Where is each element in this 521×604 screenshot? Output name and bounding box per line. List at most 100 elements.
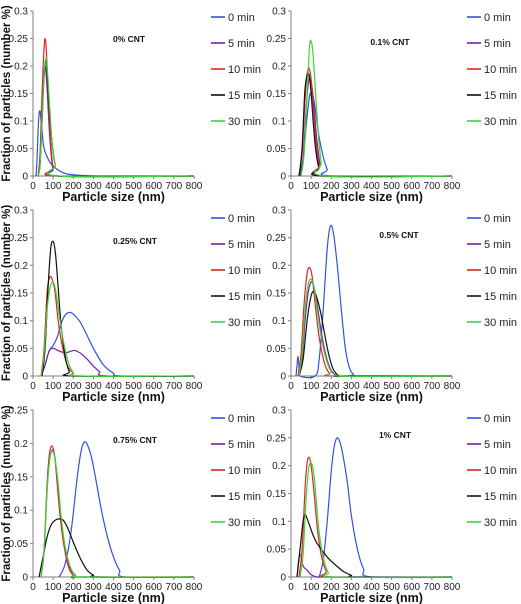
y-tick-label: 0.05: [267, 144, 287, 155]
x-tick-label: 500: [383, 582, 400, 593]
x-tick-label: 500: [125, 181, 142, 192]
legend-label: 10 min: [484, 64, 517, 76]
x-axis-label: Particle size (nm): [320, 190, 423, 204]
y-axis-label: Fraction of particles (number %): [1, 205, 13, 382]
chart-panel-1: 0 100 200 300 400 500 600 700 800 0 0.05 0.1 0.15 0.2…: [1, 5, 261, 204]
y-tick-label: 0: [280, 372, 286, 383]
panel-title: 0.75% CNT: [113, 435, 158, 445]
x-tick-label: 300: [85, 181, 102, 192]
y-tick-label: 0.05: [267, 545, 287, 556]
y-tick-label: 0.15: [9, 89, 29, 100]
legend-label: 15 min: [484, 90, 517, 102]
series-line-0-min: [35, 110, 194, 177]
x-tick-label: 700: [424, 181, 441, 192]
legend-label: 15 min: [228, 491, 261, 503]
x-tick-label: 800: [444, 582, 461, 593]
series-line-10-min: [297, 266, 453, 377]
series-line-0-min: [298, 91, 453, 178]
legend-label: 30 min: [228, 317, 261, 329]
x-tick-label: 600: [145, 181, 162, 192]
chart-panel-6: 0 100 200 300 400 500 600 700 800 0 0.05 0.1 0.15 0.2…: [267, 406, 518, 604]
chart-panel-3: 0 100 200 300 400 500 600 700 800 0 0.05 0.1 0.15 0.2…: [1, 205, 261, 404]
x-axis-label: Particle size (nm): [62, 190, 165, 204]
y-tick-label: 0.2: [272, 461, 286, 472]
x-tick-label: 800: [444, 181, 461, 192]
x-tick-label: 700: [166, 582, 183, 593]
x-tick-label: 800: [186, 181, 203, 192]
x-tick-label: 400: [105, 381, 122, 392]
series-line-5-min: [40, 449, 195, 578]
y-tick-label: 0.3: [14, 206, 28, 217]
x-tick-label: 100: [303, 582, 320, 593]
x-tick-label: 800: [186, 582, 203, 593]
x-tick-label: 800: [444, 381, 461, 392]
x-tick-label: 0: [30, 381, 36, 392]
x-tick-label: 200: [323, 181, 340, 192]
x-tick-label: 200: [323, 381, 340, 392]
x-tick-label: 0: [30, 582, 36, 593]
series-line-10-min: [298, 456, 453, 579]
x-axis-label: Particle size (nm): [320, 390, 423, 404]
panel-title: 0.25% CNT: [113, 236, 158, 246]
y-tick-label: 0.1: [272, 117, 286, 128]
legend-label: 30 min: [484, 317, 517, 329]
legend-label: 0 min: [484, 413, 511, 425]
legend-label: 10 min: [228, 64, 261, 76]
legend-label: 0 min: [228, 12, 255, 24]
legend-label: 10 min: [228, 265, 261, 277]
y-tick-label: 0.3: [14, 7, 28, 18]
x-tick-label: 200: [323, 582, 340, 593]
x-tick-label: 100: [45, 582, 62, 593]
y-tick-label: 0: [22, 372, 28, 383]
series-line-30-min: [37, 57, 195, 178]
x-tick-label: 600: [145, 381, 162, 392]
y-tick-label: 0.3: [272, 7, 286, 18]
panel-title: 1% CNT: [379, 430, 412, 440]
x-tick-label: 600: [403, 181, 420, 192]
series-line-5-min: [299, 77, 453, 178]
y-tick-label: 0.2: [272, 261, 286, 272]
y-tick-label: 0: [280, 573, 286, 584]
x-tick-label: 200: [65, 582, 82, 593]
y-tick-label: 0.25: [267, 233, 287, 244]
legend-label: 15 min: [484, 291, 517, 303]
panel-title: 0.1% CNT: [370, 37, 410, 47]
legend-label: 0 min: [484, 12, 511, 24]
series-line-10-min: [40, 275, 195, 377]
y-tick-label: 0.1: [272, 517, 286, 528]
x-tick-label: 600: [145, 582, 162, 593]
y-tick-label: 0.2: [14, 261, 28, 272]
legend-label: 15 min: [228, 291, 261, 303]
x-tick-label: 600: [403, 582, 420, 593]
legend-label: 30 min: [484, 116, 517, 128]
y-tick-label: 0: [280, 172, 286, 183]
legend-label: 5 min: [484, 439, 511, 451]
x-tick-label: 300: [85, 582, 102, 593]
series-line-30-min: [300, 39, 453, 178]
y-tick-label: 0.05: [9, 539, 29, 550]
y-tick-label: 0.1: [272, 316, 286, 327]
y-tick-label: 0.15: [267, 289, 287, 300]
x-tick-label: 500: [125, 582, 142, 593]
x-tick-label: 300: [343, 582, 360, 593]
x-axis-label: Particle size (nm): [62, 390, 165, 404]
legend-label: 30 min: [228, 116, 261, 128]
y-tick-label: 0.25: [267, 433, 287, 444]
y-tick-label: 0.25: [9, 233, 29, 244]
x-tick-label: 400: [363, 381, 380, 392]
series-line-0-min: [40, 311, 195, 377]
x-tick-label: 500: [383, 181, 400, 192]
y-tick-label: 0.15: [267, 89, 287, 100]
x-tick-label: 100: [303, 181, 320, 192]
x-tick-label: 400: [363, 181, 380, 192]
series-line-5-min: [37, 64, 195, 178]
series-line-30-min: [40, 281, 195, 377]
series-line-15-min: [296, 514, 453, 578]
x-tick-label: 500: [125, 381, 142, 392]
y-tick-label: 0.1: [14, 316, 28, 327]
x-tick-label: 0: [288, 381, 294, 392]
y-tick-label: 0: [22, 172, 28, 183]
legend-label: 5 min: [228, 239, 255, 251]
x-tick-label: 800: [186, 381, 203, 392]
